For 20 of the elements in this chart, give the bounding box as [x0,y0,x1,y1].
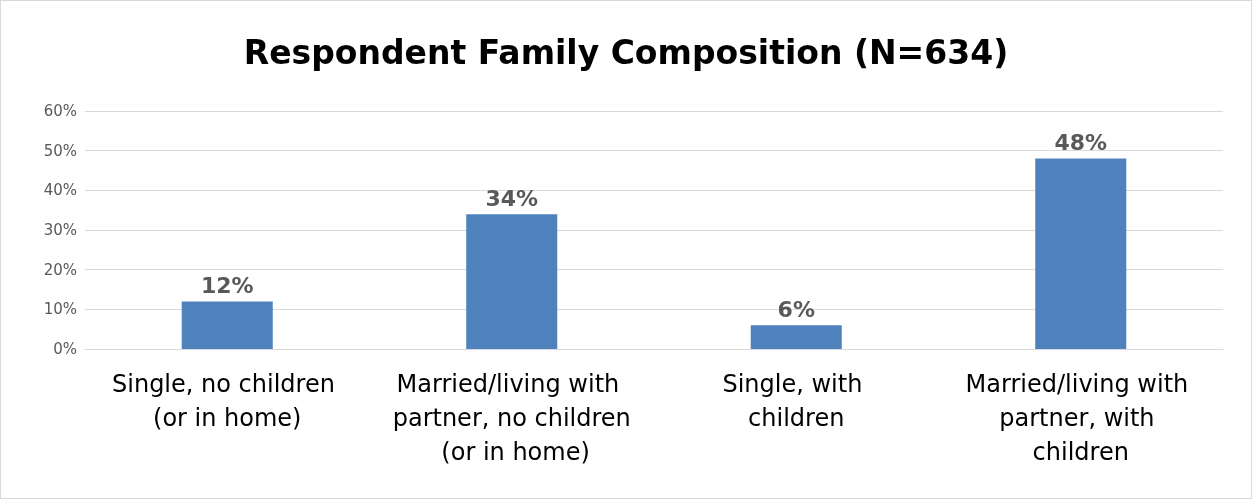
y-tick-label: 30% [43,221,77,239]
bar [750,325,842,349]
x-tick-label: Single, no children (or in home) [112,370,343,432]
x-tick-label: Married/living with partner, with children [965,370,1196,466]
y-tick-label: 20% [43,260,77,279]
bar [1035,158,1127,349]
y-tick-label: 40% [43,181,77,200]
y-tick-label: 50% [43,141,77,160]
x-tick-label: Single, with children [722,370,871,432]
bar [181,301,273,349]
data-label: 48% [1054,130,1108,156]
data-label: 34% [485,185,539,211]
y-tick-label: 60% [43,102,77,120]
bar [466,214,558,349]
x-tick-label: Married/living with partner, no children (or in home) [392,370,631,466]
chart-title: Respondent Family Composition (N=634) [243,33,1009,72]
data-label: 12% [200,272,254,298]
data-label: 6% [777,296,815,322]
y-tick-label: 0% [53,340,77,358]
y-tick-label: 10% [43,300,77,319]
